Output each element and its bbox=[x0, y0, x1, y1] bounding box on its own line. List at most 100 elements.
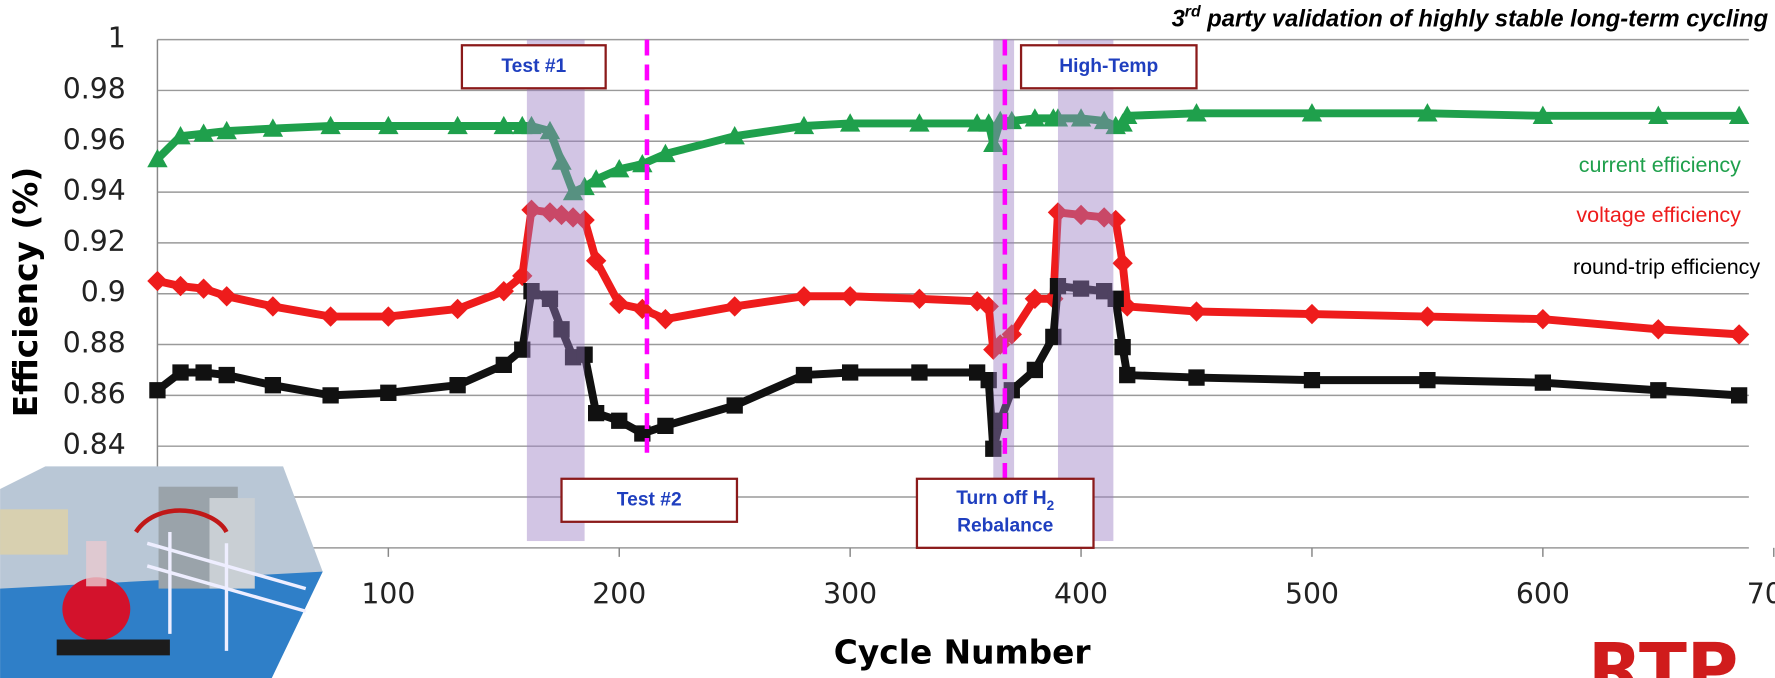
point-diamond bbox=[447, 298, 468, 320]
annotation-label: Test #1 bbox=[501, 56, 566, 77]
point-square bbox=[218, 366, 235, 384]
point-triangle bbox=[1301, 103, 1323, 122]
point-square bbox=[576, 346, 593, 363]
point-square bbox=[1119, 366, 1136, 384]
point-square bbox=[523, 283, 540, 300]
point-square bbox=[1114, 338, 1131, 356]
point-square bbox=[795, 366, 813, 384]
point-triangle bbox=[585, 169, 607, 188]
point-triangle bbox=[574, 176, 595, 196]
point-diamond bbox=[1532, 308, 1554, 330]
annotation-label: Test #2 bbox=[617, 489, 682, 510]
point-diamond bbox=[539, 202, 561, 223]
point-diamond bbox=[1070, 204, 1092, 226]
point-triangle bbox=[839, 113, 861, 132]
point-triangle bbox=[655, 143, 676, 163]
point-diamond bbox=[1728, 324, 1750, 345]
point-triangle bbox=[1024, 108, 1046, 127]
point-triangle bbox=[1532, 105, 1554, 124]
point-diamond bbox=[170, 275, 191, 297]
point-square bbox=[195, 364, 212, 381]
point-diamond bbox=[793, 286, 815, 307]
point-triangle bbox=[1047, 108, 1069, 127]
point-square bbox=[1072, 280, 1090, 297]
x-axis-title: Cycle Number bbox=[834, 634, 1092, 672]
point-triangle bbox=[216, 120, 237, 140]
highlight-band bbox=[1057, 39, 1114, 542]
point-square bbox=[449, 377, 466, 394]
legend-label: current efficiency bbox=[1579, 153, 1741, 177]
annotation-label: Rebalance bbox=[957, 515, 1054, 536]
point-triangle bbox=[320, 115, 341, 135]
point-diamond bbox=[1186, 301, 1207, 322]
annotation-box bbox=[560, 477, 739, 523]
annotation-label: Turn off H2 bbox=[956, 488, 1054, 512]
point-triangle bbox=[1417, 103, 1438, 122]
point-diamond bbox=[1117, 296, 1138, 317]
lab-photo bbox=[0, 466, 323, 678]
point-square bbox=[588, 405, 605, 422]
point-diamond bbox=[1301, 303, 1323, 325]
annotation-label: High-Temp bbox=[1059, 56, 1158, 77]
point-diamond bbox=[1047, 202, 1069, 223]
y-tick-label: 0.96 bbox=[63, 123, 126, 156]
point-square bbox=[541, 290, 559, 307]
x-tick-label: 700 bbox=[1747, 577, 1775, 610]
y-tick-label: 0.9 bbox=[81, 276, 126, 309]
point-square bbox=[495, 356, 512, 374]
point-square bbox=[1419, 371, 1436, 389]
annotation-box bbox=[460, 44, 607, 90]
point-diamond bbox=[147, 270, 168, 292]
point-diamond bbox=[193, 278, 214, 299]
point-square bbox=[1107, 290, 1124, 307]
point-square bbox=[553, 321, 570, 338]
legend-label: voltage efficiency bbox=[1576, 203, 1741, 227]
point-triangle bbox=[493, 115, 514, 135]
series-line bbox=[156, 205, 1740, 354]
point-triangle bbox=[1186, 103, 1207, 122]
point-triangle bbox=[378, 115, 399, 135]
point-square bbox=[1045, 328, 1062, 346]
point-square bbox=[264, 377, 282, 394]
x-tick-label: 500 bbox=[1285, 577, 1339, 610]
point-square bbox=[657, 417, 674, 435]
y-tick-label: 0.86 bbox=[63, 377, 126, 410]
point-diamond bbox=[216, 286, 237, 307]
point-triangle bbox=[551, 151, 572, 170]
point-square bbox=[1730, 387, 1748, 404]
point-square bbox=[1026, 361, 1044, 379]
annotation-box bbox=[1019, 44, 1198, 90]
point-diamond bbox=[1648, 319, 1669, 340]
y-axis-title: Efficiency (%) bbox=[7, 167, 45, 417]
point-square bbox=[841, 364, 859, 381]
point-triangle bbox=[539, 120, 561, 140]
point-triangle bbox=[724, 125, 745, 145]
y-tick-label: 0.94 bbox=[63, 174, 126, 207]
point-triangle bbox=[1728, 105, 1750, 124]
point-diamond bbox=[1112, 253, 1133, 274]
point-triangle bbox=[147, 148, 168, 168]
point-square bbox=[726, 397, 743, 414]
y-tick-label: 0.88 bbox=[63, 327, 126, 360]
chart-title: 3rd party validation of highly stable lo… bbox=[1172, 4, 1769, 33]
point-triangle bbox=[1117, 105, 1138, 124]
x-tick-label: 400 bbox=[1054, 577, 1108, 610]
point-square bbox=[911, 364, 928, 381]
point-diamond bbox=[262, 296, 284, 317]
point-triangle bbox=[609, 159, 630, 178]
point-triangle bbox=[1648, 105, 1669, 124]
x-tick-label: 600 bbox=[1516, 577, 1570, 610]
point-square bbox=[1303, 371, 1321, 389]
point-diamond bbox=[839, 286, 861, 307]
point-square bbox=[1534, 374, 1552, 391]
x-tick-label: 200 bbox=[592, 577, 646, 610]
point-triangle bbox=[521, 115, 542, 135]
point-triangle bbox=[447, 115, 468, 135]
point-diamond bbox=[724, 296, 745, 317]
y-tick-label: 0.92 bbox=[63, 225, 126, 258]
y-tick-label: 1 bbox=[108, 22, 126, 55]
y-tick-label: 0.84 bbox=[63, 428, 126, 461]
point-triangle bbox=[1070, 108, 1092, 127]
annotation-text: Turn off H bbox=[956, 488, 1046, 509]
